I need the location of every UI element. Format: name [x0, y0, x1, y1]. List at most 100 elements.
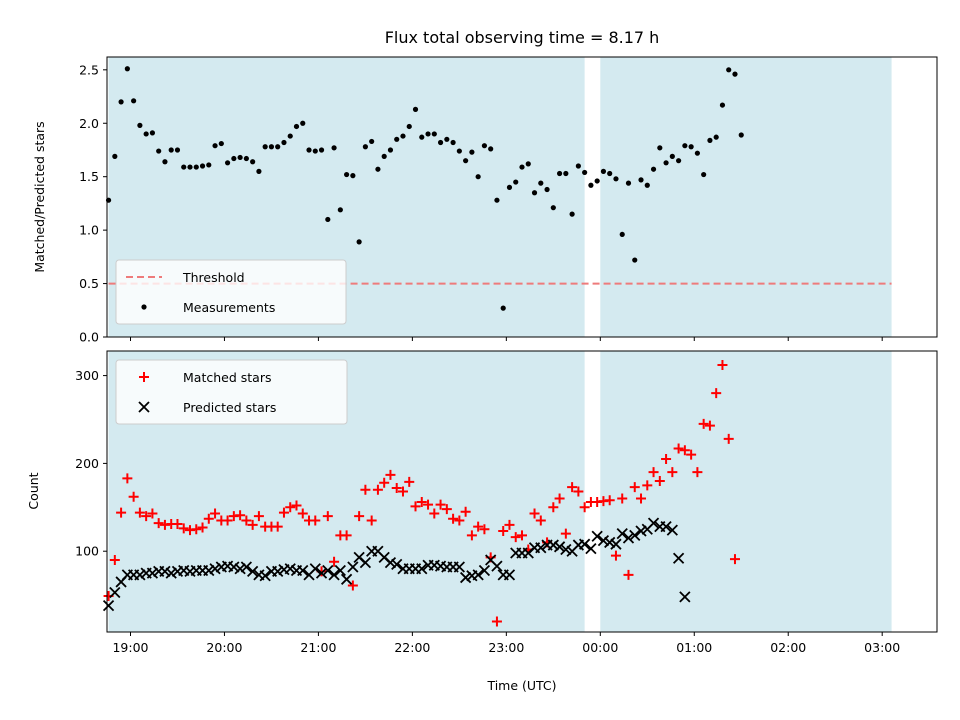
predicted-star-point [384, 556, 397, 569]
predicted-star-point [284, 563, 296, 575]
matched-star-point [567, 482, 578, 493]
measurement-point [732, 71, 738, 77]
measurement-point [406, 123, 412, 130]
y-tick-label: 1.5 [79, 169, 99, 184]
legend-label: Predicted stars [183, 400, 276, 415]
predicted-star-point [209, 563, 221, 575]
x-tick-label: 02:00 [770, 640, 806, 655]
measurement-point [663, 160, 669, 166]
predicted-star-point [240, 561, 253, 573]
predicted-star-point [666, 524, 678, 536]
measurement-point [419, 134, 425, 140]
predicted-star-point [679, 591, 691, 603]
measurement-point [582, 169, 588, 176]
predicted-star-point [359, 556, 372, 569]
predicted-star-point [416, 563, 428, 575]
measurement-point [613, 176, 619, 182]
matched-star-point [247, 519, 258, 530]
measurement-point [331, 145, 337, 151]
measurement-point [181, 164, 187, 170]
predicted-star-point [259, 570, 271, 582]
measurement-point [688, 144, 694, 150]
measurement-point [437, 139, 444, 146]
measurement-point [594, 178, 600, 184]
matched-star-point [466, 530, 477, 541]
measurement-point [569, 211, 575, 217]
measurement-point [375, 166, 381, 172]
legend-box [115, 359, 348, 425]
measurement-point [556, 170, 563, 177]
measurement-point [469, 149, 475, 155]
measurement-point [137, 122, 143, 128]
matched-star-point [253, 511, 264, 522]
plot-frame [106, 350, 938, 633]
predicted-star-point [272, 565, 284, 578]
measurement-point [344, 171, 350, 178]
predicted-star-point [203, 564, 215, 577]
matched-star-point [623, 569, 634, 580]
predicted-star-point [591, 530, 603, 542]
matched-star-point [429, 508, 440, 519]
matched-star-point [122, 473, 133, 484]
matched-star-point [648, 467, 659, 478]
measurement-point [156, 148, 162, 154]
measurement-point [369, 138, 375, 145]
matched-star-point [667, 467, 678, 478]
measurement-point [224, 160, 231, 166]
legend-box [115, 259, 347, 325]
matched-star-point [397, 486, 408, 497]
measurement-point [394, 136, 400, 142]
matched-star-point [686, 449, 697, 460]
matched-star-point [416, 497, 427, 508]
measurement-point [312, 148, 318, 154]
matched-star-point [636, 493, 647, 504]
measurement-point [356, 239, 362, 245]
y-tick-label: 1.0 [79, 223, 99, 238]
measurement-point [306, 147, 312, 153]
matched-star-point [272, 521, 283, 532]
measurement-point [168, 147, 174, 153]
legend-matched-swatch [139, 372, 149, 382]
measurement-point [237, 154, 243, 161]
observing-window-band [600, 351, 892, 632]
measurement-point [657, 145, 663, 151]
measurement-point [256, 168, 262, 174]
measurement-point [538, 180, 544, 186]
measurement-point [300, 120, 306, 126]
measurement-point [268, 144, 275, 150]
matched-star-point [278, 507, 289, 518]
predicted-star-point [553, 541, 566, 553]
measurement-point [701, 171, 707, 178]
chart-title: Flux total observing time = 8.17 h [385, 28, 660, 47]
predicted-star-point [585, 542, 597, 555]
measurement-point [275, 144, 281, 150]
predicted-star-point [309, 563, 321, 575]
predicted-star-point [159, 565, 171, 578]
matched-star-point [235, 510, 246, 521]
matched-star-point [128, 491, 139, 502]
top-panel: 0.0 0.5 1.0 1.5 2.0 2.5 Threshold Measurements [79, 56, 938, 345]
predicted-star-point [604, 536, 616, 549]
predicted-star-point [535, 542, 547, 554]
matched-star-point [310, 515, 321, 526]
predicted-star-point [234, 563, 246, 575]
matched-star-point [423, 499, 434, 510]
matched-star-point [491, 616, 502, 627]
predicted-star-point [165, 567, 177, 579]
measurement-point [431, 131, 437, 137]
predicted-star-point [347, 561, 359, 573]
measurement-point [243, 155, 249, 162]
predicted-star-point [629, 529, 641, 542]
measurement-point [625, 180, 632, 186]
matched-star-point [629, 482, 640, 493]
predicted-star-point [315, 567, 328, 579]
matched-star-point [642, 480, 653, 491]
measurement-point [143, 131, 149, 137]
matched-star-point [141, 511, 152, 522]
legend-predicted-swatch [138, 401, 150, 413]
y-tick-label: 300 [75, 368, 99, 383]
matched-star-point [654, 475, 665, 486]
measurement-point [588, 182, 594, 188]
matched-star-point [153, 518, 164, 529]
predicted-star-point [647, 517, 660, 529]
